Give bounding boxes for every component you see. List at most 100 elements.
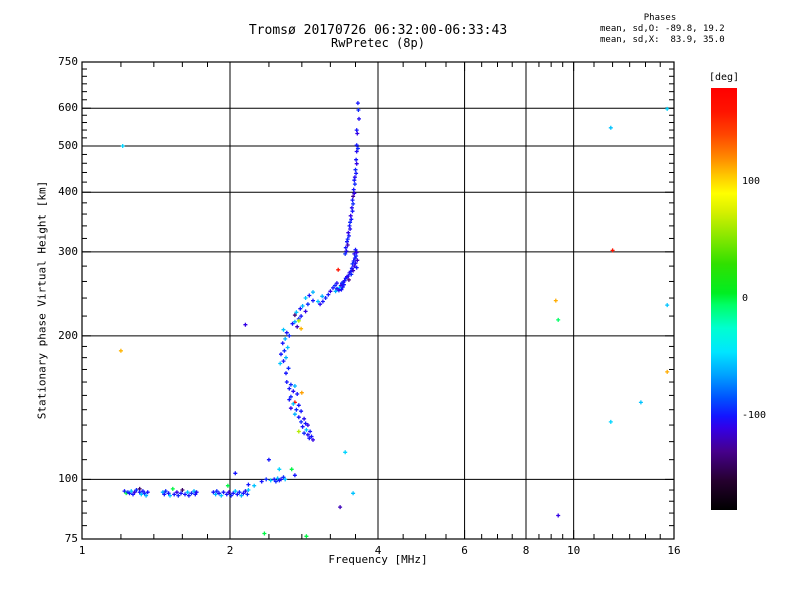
plot-border: [81, 61, 675, 540]
data-point: [354, 128, 359, 133]
data-point: [305, 423, 310, 428]
data-point: [610, 248, 615, 253]
data-point: [300, 304, 305, 308]
data-point: [348, 220, 353, 225]
data-point: [283, 477, 288, 482]
data-point: [224, 492, 229, 497]
y-tick-label: 600: [58, 101, 78, 115]
data-point: [283, 336, 288, 341]
data-point: [346, 233, 351, 238]
data-point: [307, 293, 312, 298]
data-point: [302, 416, 307, 421]
x-tick-label: 1: [78, 544, 86, 557]
data-point: [348, 213, 353, 218]
phase-stats-heading: Phases: [643, 13, 677, 23]
data-point: [343, 450, 348, 455]
data-point: [246, 482, 251, 487]
data-point: [132, 490, 137, 495]
data-point: [352, 264, 357, 269]
data-point: [351, 491, 356, 496]
data-point: [299, 390, 304, 395]
data-point: [354, 149, 359, 154]
data-point: [296, 415, 301, 420]
colorbar-tick-label: 0: [742, 293, 749, 304]
data-point: [172, 492, 177, 497]
data-point: [341, 282, 346, 287]
data-point: [311, 290, 315, 295]
data-point: [287, 333, 292, 338]
data-point: [211, 490, 216, 495]
data-point: [311, 298, 315, 303]
data-point: [354, 171, 359, 176]
data-point: [166, 491, 171, 496]
data-point: [355, 258, 360, 263]
data-point: [318, 302, 323, 307]
data-point: [284, 380, 289, 384]
data-point: [303, 421, 308, 426]
colorbar-tick-label: 100: [742, 175, 761, 187]
data-point: [137, 490, 142, 495]
data-point: [221, 490, 226, 495]
data-point: [243, 322, 248, 327]
data-point: [300, 424, 305, 429]
data-point: [179, 491, 183, 496]
data-point: [354, 250, 359, 255]
data-point: [331, 285, 335, 290]
data-point: [308, 429, 313, 434]
data-point: [638, 400, 643, 405]
data-point: [353, 247, 358, 252]
data-point: [294, 407, 299, 412]
data-point: [118, 348, 123, 353]
data-point: [351, 268, 356, 273]
data-point: [299, 409, 304, 414]
colorbar-unit-label: [deg]: [708, 72, 740, 83]
data-point: [355, 146, 360, 151]
data-point: [193, 492, 198, 497]
data-point: [351, 194, 356, 199]
data-point: [292, 313, 297, 318]
y-tick-label: 300: [58, 244, 78, 258]
data-point: [339, 287, 344, 292]
data-point: [305, 432, 310, 437]
data-point: [353, 167, 358, 172]
data-point: [316, 299, 320, 304]
data-point: [355, 101, 360, 106]
data-point: [349, 205, 354, 210]
data-point: [294, 310, 299, 315]
data-point: [349, 217, 354, 222]
y-tick-label: 200: [58, 328, 78, 342]
data-point: [344, 249, 349, 254]
data-point: [160, 490, 165, 495]
data-point: [264, 477, 269, 482]
data-point: [350, 198, 355, 203]
data-point: [304, 534, 309, 539]
data-point: [665, 106, 670, 111]
data-point: [183, 492, 187, 497]
data-point: [279, 352, 283, 357]
data-point: [309, 434, 314, 439]
data-point: [351, 259, 356, 263]
data-point: [288, 406, 293, 411]
data-point: [273, 479, 278, 484]
data-point: [288, 394, 293, 399]
data-point: [142, 491, 147, 496]
data-point: [356, 108, 361, 112]
data-point: [346, 277, 351, 282]
data-point: [145, 490, 150, 495]
data-point: [192, 489, 196, 494]
data-point: [284, 330, 289, 335]
data-point: [235, 492, 240, 497]
data-point: [296, 318, 301, 323]
data-point: [311, 437, 315, 442]
data-point: [348, 227, 353, 231]
data-point: [353, 261, 358, 266]
y-tick-label: 500: [58, 138, 78, 152]
y-tick-label: 100: [58, 472, 78, 486]
data-point: [352, 178, 357, 183]
data-point: [281, 475, 286, 480]
x-tick-label: 16: [667, 544, 681, 557]
data-point: [305, 302, 310, 307]
data-point: [237, 490, 242, 495]
data-point: [350, 209, 355, 214]
data-point: [352, 182, 357, 187]
